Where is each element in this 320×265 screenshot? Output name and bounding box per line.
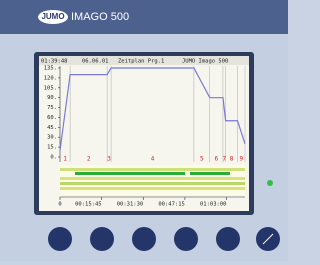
button[interactable] — [90, 227, 114, 251]
y-tick-label: 15. — [47, 145, 57, 151]
segment-label: 4 — [151, 156, 155, 163]
device-panel: JUMO IMAGO 500 01:39:48 06.06.01 Zeitpla… — [0, 0, 288, 261]
y-tick-label: 105. — [44, 85, 57, 91]
header-time: 01:39:48 — [41, 59, 68, 65]
led — [267, 180, 273, 186]
y-tick-label: 120. — [44, 75, 57, 81]
segment-label: 1 — [63, 156, 67, 163]
segment-label: 8 — [230, 156, 234, 163]
segment-label: 9 — [239, 156, 243, 163]
button[interactable] — [132, 227, 156, 251]
segment-label: 6 — [215, 156, 219, 163]
segment-label: 2 — [87, 156, 91, 163]
x-tick-label: 01:03:00 — [200, 202, 227, 208]
track — [60, 187, 245, 190]
button[interactable] — [216, 227, 240, 251]
track — [60, 168, 245, 171]
y-tick-label: 60. — [47, 115, 57, 121]
header-device: JUMO Imago 500 — [182, 59, 228, 65]
model: IMAGO 500 — [71, 11, 129, 23]
y-tick-label: 90. — [47, 95, 57, 101]
segment-label: 7 — [222, 156, 226, 163]
button[interactable] — [174, 227, 198, 251]
y-tick-label: 0. — [50, 155, 57, 161]
header-date: 06.06.01 — [82, 59, 109, 65]
x-tick-label: 0 — [58, 202, 61, 208]
x-tick-label: 00:47:15 — [158, 202, 185, 208]
track — [60, 182, 245, 185]
brand: JUMO — [41, 12, 64, 21]
button[interactable] — [48, 227, 72, 251]
y-tick-label: 75. — [47, 105, 57, 111]
x-tick-label: 00:15:45 — [75, 202, 102, 208]
x-tick-label: 00:31:30 — [117, 202, 144, 208]
header-title: Zeitplan Prg.1 — [118, 59, 164, 65]
y-tick-label: 135. — [44, 66, 57, 72]
y-tick-label: 45. — [47, 125, 57, 131]
segment-label: 5 — [200, 156, 204, 163]
track — [60, 177, 245, 180]
track — [190, 172, 230, 175]
track — [75, 172, 185, 175]
y-tick-label: 30. — [47, 135, 57, 141]
page: JUMO IMAGO 500 01:39:48 06.06.01 Zeitpla… — [0, 0, 288, 261]
segment-label: 3 — [107, 156, 111, 163]
